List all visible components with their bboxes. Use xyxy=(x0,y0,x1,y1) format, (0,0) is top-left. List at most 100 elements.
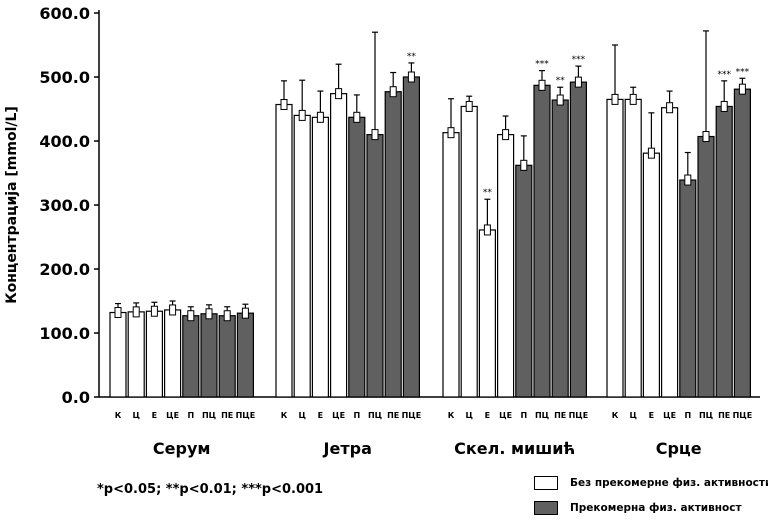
legend-item-no-activity: Без прекомерне физ. активности xyxy=(534,476,768,490)
y-tick-label: 400.0 xyxy=(39,132,90,151)
x-tick-label: Ц xyxy=(629,411,636,420)
x-tick-label: Е xyxy=(485,411,490,420)
bar xyxy=(366,134,384,398)
x-tick-label: П xyxy=(684,411,691,420)
x-tick-label: ПЦЕ xyxy=(569,411,589,420)
bar xyxy=(533,84,551,398)
x-tick-label: Е xyxy=(318,411,323,420)
x-tick-label: Ц xyxy=(298,411,305,420)
mean-marker xyxy=(447,127,455,139)
x-tick-label: К xyxy=(281,411,288,420)
mean-marker xyxy=(205,308,213,320)
significance-label: ** xyxy=(483,188,493,198)
mean-marker xyxy=(335,88,343,100)
mean-marker xyxy=(316,111,324,123)
group-label: Серум xyxy=(153,439,211,458)
x-tick-label: ПЦЕ xyxy=(733,411,753,420)
x-tick-label: Е xyxy=(649,411,654,420)
mean-marker xyxy=(223,310,231,322)
mean-marker xyxy=(150,305,158,317)
x-tick-label: Ц xyxy=(132,411,139,420)
bar xyxy=(402,76,420,398)
mean-marker xyxy=(241,307,249,319)
x-tick-label: К xyxy=(612,411,619,420)
x-tick-label: ЦЕ xyxy=(499,411,512,420)
x-tick-label: ЦЕ xyxy=(166,411,179,420)
legend-item-activity: Прекомерна физ. активност xyxy=(534,501,742,515)
bar xyxy=(330,93,348,398)
bar xyxy=(497,134,515,398)
y-tick-label: 500.0 xyxy=(39,68,90,87)
mean-marker xyxy=(353,111,361,123)
y-tick-label: 100.0 xyxy=(39,324,90,343)
bar xyxy=(218,315,236,398)
x-tick-label: К xyxy=(448,411,455,420)
mean-marker xyxy=(666,102,674,114)
mean-marker xyxy=(483,224,491,236)
legend-swatch-white xyxy=(534,476,558,490)
mean-marker xyxy=(738,83,746,95)
significance-label: ** xyxy=(407,52,417,62)
mean-marker xyxy=(169,304,177,316)
x-tick-label: ПЦ xyxy=(202,411,216,420)
x-tick-label: ЦЕ xyxy=(663,411,676,420)
mean-marker xyxy=(280,99,288,111)
x-tick-label: П xyxy=(520,411,527,420)
x-tick-label: Ц xyxy=(465,411,472,420)
bar xyxy=(715,105,733,398)
significance-footnote: *p<0.05; **p<0.01; ***p<0.001 xyxy=(97,482,324,497)
mean-marker xyxy=(647,147,655,159)
mean-marker xyxy=(465,100,473,112)
mean-marker xyxy=(407,71,415,83)
legend-label-no-activity: Без прекомерне физ. активности xyxy=(570,477,768,489)
x-tick-label: ПЕ xyxy=(387,411,399,420)
bar xyxy=(127,311,145,398)
mean-marker xyxy=(720,100,728,112)
significance-label: *** xyxy=(736,67,750,77)
group-label: Скел. мишић xyxy=(454,439,575,458)
mean-marker xyxy=(389,86,397,98)
y-tick-label: 200.0 xyxy=(39,260,90,279)
bar xyxy=(660,107,679,398)
bar xyxy=(145,310,163,398)
group-label: Срце xyxy=(656,439,702,458)
x-tick-label: ПЦ xyxy=(368,411,382,420)
bar xyxy=(311,116,329,398)
x-tick-label: П xyxy=(187,411,194,420)
bar xyxy=(478,229,496,398)
legend-label-activity: Прекомерна физ. активност xyxy=(570,502,742,514)
bar xyxy=(697,135,715,398)
y-axis-title: Концентрација [mmol/L] xyxy=(4,106,20,304)
x-tick-label: П xyxy=(353,411,360,420)
y-tick-label: 600.0 xyxy=(39,4,90,23)
bar xyxy=(109,311,127,398)
legend-swatch-gray xyxy=(534,501,558,515)
mean-marker xyxy=(574,76,582,88)
mean-marker xyxy=(520,159,528,171)
x-tick-label: ПЕ xyxy=(718,411,730,420)
bar xyxy=(442,132,460,398)
mean-marker xyxy=(702,131,710,143)
mean-marker xyxy=(611,93,619,105)
x-tick-label: ПЕ xyxy=(554,411,566,420)
mean-marker xyxy=(538,79,546,91)
bar xyxy=(182,315,200,398)
bar xyxy=(164,309,182,398)
bar xyxy=(293,114,311,398)
bar xyxy=(606,98,624,398)
bar xyxy=(624,98,642,398)
bar xyxy=(200,313,218,398)
bar xyxy=(236,312,254,398)
bar xyxy=(460,105,478,398)
y-tick-label: 0.0 xyxy=(62,388,90,407)
x-tick-label: ПЕ xyxy=(221,411,233,420)
significance-label: *** xyxy=(717,70,731,80)
mean-marker xyxy=(684,174,692,186)
x-tick-label: Е xyxy=(152,411,157,420)
significance-label: *** xyxy=(572,55,586,65)
bar xyxy=(275,103,293,398)
mean-marker xyxy=(114,307,122,319)
bar xyxy=(679,179,697,398)
x-tick-label: ПЦ xyxy=(699,411,713,420)
